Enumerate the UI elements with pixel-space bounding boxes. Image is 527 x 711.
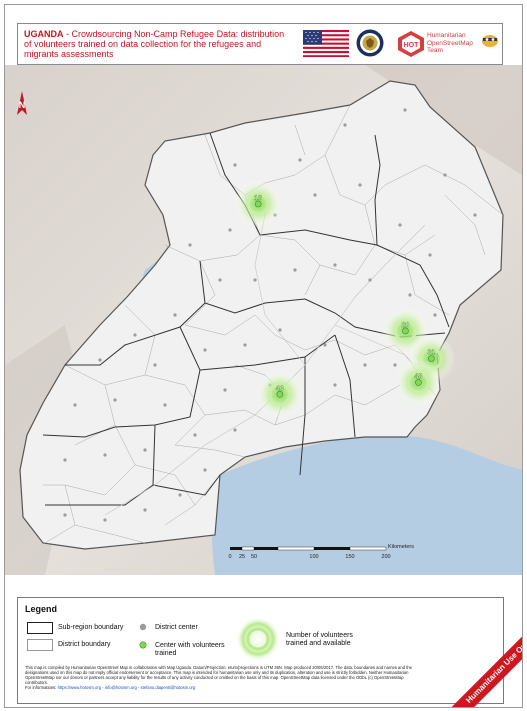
volunteer-center-marker[interactable] xyxy=(276,391,284,398)
scale-tick-label: 200 xyxy=(381,554,390,560)
volunteer-ring xyxy=(268,382,292,406)
title-text: - Crowdsourcing Non-Camp Refugee Data: d… xyxy=(24,29,285,59)
volunteer-count-glow-icon xyxy=(236,617,280,661)
map-sheet: UGANDA - Crowdsourcing Non-Camp Refugee … xyxy=(4,4,523,708)
volunteer-count-label: 48 xyxy=(414,373,422,380)
subregion-swatch xyxy=(27,622,53,634)
north-arrow-icon: N xyxy=(17,91,27,115)
scale-tick-label: 50 xyxy=(251,554,257,560)
legend-district-label: District boundary xyxy=(58,641,111,648)
lake-victoria xyxy=(211,435,522,575)
volunteer-ring xyxy=(393,319,417,343)
hot-name: Humanitarian OpenStreetMap Team xyxy=(427,32,473,54)
hot-logo-icon: HOT xyxy=(398,31,424,57)
hot-logo-text: HOT xyxy=(404,42,420,49)
scale-tick-label: 0 xyxy=(228,554,231,560)
volunteer-ring xyxy=(406,370,430,394)
legend-panel: Legend Sub-region boundary District boun… xyxy=(17,597,504,704)
legend-volunteer-count-label: Number of volunteers trained and availab… xyxy=(286,632,353,647)
mapper-mascot-icon xyxy=(482,35,498,47)
north-label: N xyxy=(19,100,26,110)
disclaimer-text: This map is compiled by Humanitarian Ope… xyxy=(25,665,415,690)
contacts-label: For informations: xyxy=(25,685,58,690)
scale-tick-label: 100 xyxy=(309,554,318,560)
contacts-links[interactable]: https://www.hotosm.org - info@hotosm.org… xyxy=(57,685,196,690)
map-area: N 18 20 31 48 40 0 25 50 100 150 200 Kilometers xyxy=(5,65,522,575)
state-department-seal-icon xyxy=(356,29,384,57)
disclaimer-body: This map is compiled by Humanitarian Ope… xyxy=(25,665,413,685)
volunteer-count-label: 20 xyxy=(402,322,410,329)
district-centers xyxy=(63,108,477,522)
legend-title: Legend xyxy=(25,604,58,614)
terrain-shading xyxy=(365,65,522,175)
roads xyxy=(104,204,436,516)
legend-volunteer-center-label: Center with volunteers trained xyxy=(155,642,225,657)
legend-district-center-label: District center xyxy=(155,624,198,631)
country-name: UGANDA xyxy=(24,29,64,39)
district-center-marker-icon xyxy=(139,623,147,631)
volunteer-points: 18 20 31 48 40 xyxy=(234,179,456,419)
volunteer-center-marker[interactable] xyxy=(415,379,422,386)
scale-unit: Kilometers xyxy=(388,544,414,550)
legend-subregion-label: Sub-region boundary xyxy=(58,624,124,631)
us-flag-icon xyxy=(303,30,349,57)
volunteer-ring xyxy=(246,192,270,216)
volunteer-count-label: 18 xyxy=(254,195,262,202)
volunteer-count-label: 40 xyxy=(276,385,284,392)
scale-bar: 0 25 50 100 150 200 Kilometers xyxy=(228,544,414,560)
volunteer-center-marker[interactable] xyxy=(428,355,435,362)
volunteer-count-label: 31 xyxy=(427,350,435,357)
scale-tick-label: 150 xyxy=(345,554,354,560)
district-swatch xyxy=(27,639,53,651)
map-title: UGANDA - Crowdsourcing Non-Camp Refugee … xyxy=(24,29,294,59)
volunteer-center-marker-icon xyxy=(139,641,147,649)
title-banner: UGANDA - Crowdsourcing Non-Camp Refugee … xyxy=(17,23,503,65)
volunteer-center-marker[interactable] xyxy=(402,327,409,335)
scale-tick-label: 25 xyxy=(239,554,245,560)
volunteer-center-marker[interactable] xyxy=(254,200,262,208)
